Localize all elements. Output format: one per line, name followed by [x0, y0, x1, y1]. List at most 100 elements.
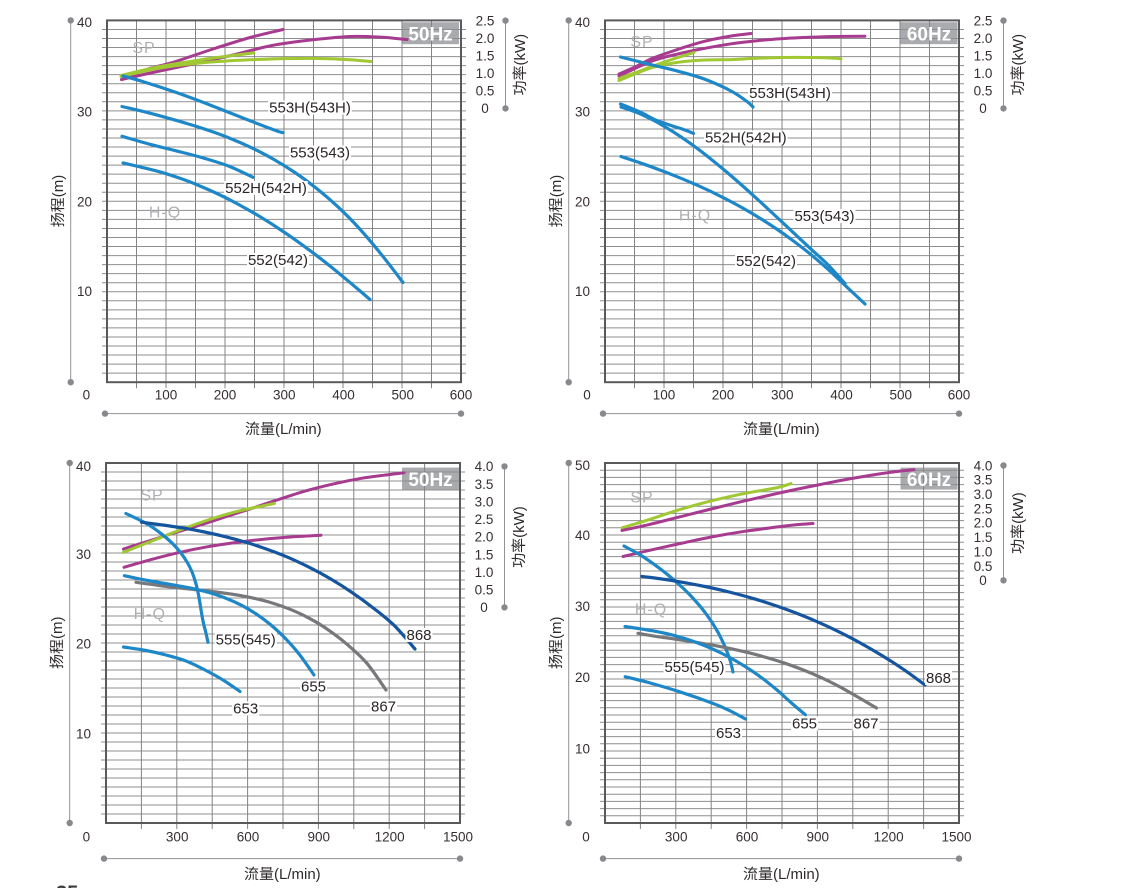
svg-text:(L/min): (L/min) [275, 421, 322, 438]
svg-text:2.5: 2.5 [974, 501, 993, 516]
svg-text:30: 30 [76, 547, 91, 562]
svg-text:867: 867 [853, 716, 878, 733]
svg-text:(kW): (kW) [512, 34, 529, 66]
svg-text:300: 300 [166, 830, 189, 845]
svg-text:1.5: 1.5 [475, 547, 494, 562]
svg-text:2.5: 2.5 [476, 13, 495, 28]
svg-text:0: 0 [979, 101, 987, 116]
svg-text:(L/min): (L/min) [274, 866, 321, 883]
svg-text:(kW): (kW) [1010, 34, 1027, 66]
svg-text:900: 900 [807, 830, 830, 845]
svg-text:2.0: 2.0 [974, 31, 993, 46]
svg-text:(m): (m) [49, 617, 66, 640]
svg-text:H-Q: H-Q [679, 208, 711, 225]
svg-text:655: 655 [301, 679, 326, 696]
svg-text:3.0: 3.0 [974, 487, 993, 502]
svg-text:50Hz: 50Hz [408, 25, 452, 46]
svg-text:900: 900 [308, 830, 331, 845]
svg-text:40: 40 [575, 528, 590, 543]
svg-text:20: 20 [575, 670, 590, 685]
svg-text:0: 0 [480, 600, 488, 615]
svg-text:20: 20 [77, 194, 92, 209]
svg-text:10: 10 [77, 284, 92, 299]
svg-text:1.5: 1.5 [476, 49, 495, 64]
svg-text:1200: 1200 [375, 830, 405, 845]
svg-text:553(543): 553(543) [794, 208, 854, 225]
svg-text:300: 300 [273, 388, 296, 403]
svg-text:500: 500 [392, 388, 415, 403]
svg-text:(kW): (kW) [511, 506, 528, 538]
svg-text:4.0: 4.0 [974, 458, 993, 473]
svg-text:600: 600 [237, 830, 260, 845]
svg-text:50: 50 [575, 458, 590, 473]
svg-text:3.5: 3.5 [475, 477, 494, 492]
svg-text:0: 0 [481, 101, 489, 116]
svg-text:552(542): 552(542) [736, 253, 796, 270]
svg-text:100: 100 [653, 388, 676, 403]
svg-text:0: 0 [83, 830, 91, 845]
svg-text:100: 100 [155, 388, 178, 403]
svg-text:0: 0 [83, 388, 91, 403]
svg-text:0.5: 0.5 [974, 84, 993, 99]
svg-text:200: 200 [712, 388, 735, 403]
svg-text:50Hz: 50Hz [408, 470, 452, 491]
svg-text:1.5: 1.5 [974, 49, 993, 64]
svg-text:(m): (m) [50, 175, 67, 198]
svg-text:300: 300 [665, 830, 688, 845]
svg-text:2.0: 2.0 [476, 31, 495, 46]
svg-text:40: 40 [76, 459, 91, 474]
svg-text:655: 655 [792, 716, 817, 733]
svg-text:600: 600 [948, 388, 971, 403]
svg-text:200: 200 [214, 388, 237, 403]
svg-text:653: 653 [716, 725, 741, 742]
svg-text:30: 30 [575, 599, 590, 614]
svg-text:3.0: 3.0 [475, 494, 494, 509]
svg-text:653: 653 [233, 701, 258, 718]
svg-text:10: 10 [575, 284, 590, 299]
svg-text:(L/min): (L/min) [773, 866, 820, 883]
svg-text:2.5: 2.5 [974, 13, 993, 28]
svg-text:600: 600 [450, 388, 473, 403]
svg-text:35: 35 [56, 883, 78, 888]
svg-text:10: 10 [76, 727, 91, 742]
svg-text:1.0: 1.0 [476, 66, 495, 81]
svg-text:553H(543H): 553H(543H) [269, 100, 351, 117]
svg-text:30: 30 [575, 104, 590, 119]
svg-text:1.0: 1.0 [974, 544, 993, 559]
svg-text:H-Q: H-Q [635, 602, 667, 619]
svg-text:20: 20 [575, 194, 590, 209]
svg-text:(L/min): (L/min) [773, 421, 820, 438]
svg-text:SP: SP [132, 40, 155, 57]
svg-text:2.5: 2.5 [475, 512, 494, 527]
svg-text:1.0: 1.0 [974, 66, 993, 81]
svg-text:H-Q: H-Q [149, 205, 181, 222]
svg-text:552H(542H): 552H(542H) [225, 180, 307, 197]
svg-text:20: 20 [76, 637, 91, 652]
svg-text:(m): (m) [548, 617, 565, 640]
svg-text:555(545): 555(545) [664, 659, 724, 676]
svg-text:SP: SP [140, 488, 163, 505]
svg-text:30: 30 [77, 104, 92, 119]
svg-text:10: 10 [575, 742, 590, 757]
svg-text:0: 0 [583, 388, 591, 403]
svg-text:H-Q: H-Q [134, 606, 166, 623]
svg-text:0: 0 [582, 830, 590, 845]
svg-text:(m): (m) [548, 175, 565, 198]
svg-text:60Hz: 60Hz [907, 25, 951, 46]
svg-text:1500: 1500 [443, 830, 473, 845]
svg-text:1500: 1500 [941, 830, 971, 845]
svg-text:553(543): 553(543) [290, 145, 350, 162]
svg-text:2.0: 2.0 [475, 530, 494, 545]
svg-text:1200: 1200 [874, 830, 904, 845]
svg-text:868: 868 [926, 670, 951, 687]
svg-text:867: 867 [371, 699, 396, 716]
svg-text:868: 868 [406, 627, 431, 644]
svg-text:1.5: 1.5 [974, 530, 993, 545]
svg-text:400: 400 [332, 388, 355, 403]
svg-text:3.5: 3.5 [974, 473, 993, 488]
svg-text:300: 300 [771, 388, 794, 403]
svg-text:1.0: 1.0 [475, 565, 494, 580]
svg-text:4.0: 4.0 [475, 459, 494, 474]
svg-text:0.5: 0.5 [476, 84, 495, 99]
svg-text:40: 40 [77, 15, 92, 30]
